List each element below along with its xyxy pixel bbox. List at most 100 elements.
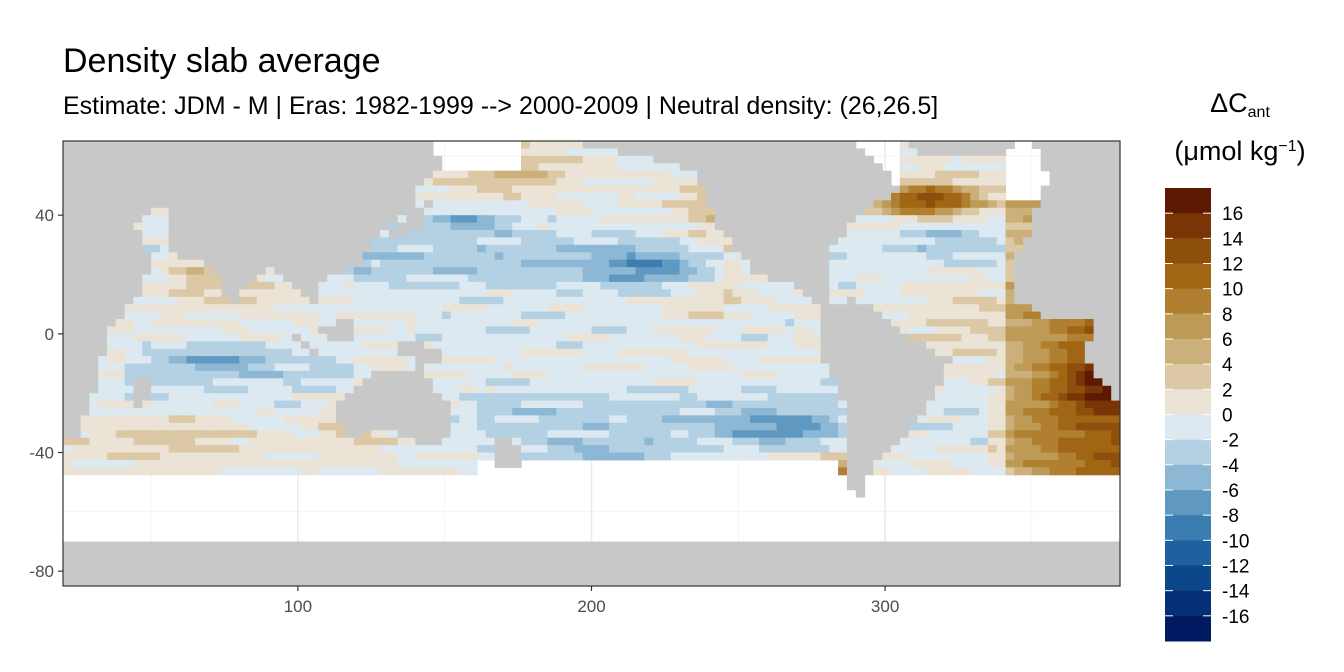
- map-cell: [688, 185, 698, 194]
- map-cell: [776, 155, 786, 164]
- map-cell: [212, 163, 223, 172]
- map-cell: [89, 341, 99, 350]
- map-cell: [212, 230, 223, 238]
- map-cell: [855, 311, 866, 320]
- map-cell: [547, 178, 557, 187]
- map-cell: [133, 415, 143, 424]
- map-cell: [794, 385, 804, 394]
- map-cell: [873, 393, 883, 402]
- map-cell: [1111, 200, 1120, 209]
- map-cell: [292, 237, 302, 246]
- map-cell: [741, 400, 751, 409]
- map-cell: [855, 363, 866, 372]
- map-cell: [626, 230, 637, 238]
- map-cell: [679, 311, 689, 320]
- map-cell: [362, 319, 372, 327]
- map-cell: [336, 267, 346, 276]
- map-cell: [899, 378, 910, 387]
- map-cell: [573, 281, 584, 290]
- map-cell: [327, 311, 337, 320]
- map-cell: [406, 178, 416, 187]
- map-cell: [662, 267, 672, 276]
- map-cell: [820, 400, 830, 409]
- map-cell: [846, 445, 857, 454]
- map-cell: [565, 148, 575, 157]
- map-cell: [688, 259, 698, 268]
- map-cell: [662, 185, 672, 194]
- map-cell: [177, 452, 187, 461]
- map-cell: [159, 304, 170, 313]
- map-cell: [195, 408, 205, 416]
- map-cell: [961, 356, 971, 365]
- map-cell: [573, 259, 584, 268]
- map-cell: [785, 348, 795, 357]
- map-cell: [256, 178, 267, 187]
- map-cell: [935, 252, 945, 261]
- map-cell: [750, 296, 760, 305]
- map-cell: [723, 356, 733, 365]
- map-cell: [758, 326, 769, 335]
- map-cell: [688, 370, 698, 379]
- map-cell: [80, 259, 90, 268]
- map-cell: [891, 222, 901, 231]
- map-cell: [415, 185, 425, 194]
- map-cell: [855, 155, 866, 164]
- map-cell: [582, 319, 593, 327]
- map-cell: [600, 155, 610, 164]
- map-cell: [485, 356, 496, 365]
- map-cell: [1084, 178, 1095, 187]
- map-cell: [873, 326, 883, 335]
- map-cell: [124, 363, 135, 372]
- map-cell: [142, 230, 152, 238]
- map-cell: [477, 252, 487, 261]
- map-cell: [521, 141, 531, 149]
- map-cell: [521, 400, 531, 409]
- map-cell: [996, 252, 1007, 261]
- map-cell: [697, 155, 707, 164]
- map-cell: [838, 267, 848, 276]
- map-cell: [794, 326, 804, 335]
- legend-unit-suffix: ): [1296, 136, 1306, 166]
- map-cell: [732, 192, 742, 201]
- map-cell: [186, 363, 196, 372]
- map-cell: [265, 304, 275, 313]
- map-cell: [151, 192, 161, 201]
- map-cell: [71, 230, 82, 238]
- map-cell: [987, 341, 998, 350]
- map-cell: [750, 326, 760, 335]
- map-cell: [353, 200, 364, 209]
- map-cell: [600, 296, 610, 305]
- map-cell: [309, 333, 319, 342]
- map-cell: [265, 326, 275, 335]
- map-cell: [406, 304, 416, 313]
- map-cell: [679, 200, 689, 209]
- map-cell: [124, 370, 135, 379]
- map-cell: [177, 178, 187, 187]
- map-cell: [970, 170, 980, 179]
- map-cell: [723, 311, 733, 320]
- map-cell: [265, 363, 275, 372]
- map-cell: [186, 200, 196, 209]
- map-cell: [662, 422, 672, 431]
- map-cell: [626, 244, 637, 253]
- map-cell: [362, 215, 372, 224]
- map-cell: [670, 148, 681, 157]
- map-cell: [802, 192, 813, 201]
- map-cell: [864, 341, 874, 350]
- map-cell: [1023, 259, 1033, 268]
- map-cell: [882, 289, 892, 298]
- map-cell: [750, 356, 760, 365]
- map-cell: [1005, 304, 1015, 313]
- map-cell: [177, 141, 187, 149]
- map-cell: [670, 445, 681, 454]
- map-cell: [846, 237, 857, 246]
- map-cell: [882, 178, 892, 187]
- map-cell: [1023, 230, 1033, 238]
- map-cell: [124, 348, 135, 357]
- map-cell: [344, 178, 355, 187]
- map-cell: [1076, 200, 1086, 209]
- map-cell: [573, 215, 584, 224]
- map-cell: [415, 155, 425, 164]
- map-cell: [1102, 430, 1112, 439]
- map-cell: [124, 430, 135, 439]
